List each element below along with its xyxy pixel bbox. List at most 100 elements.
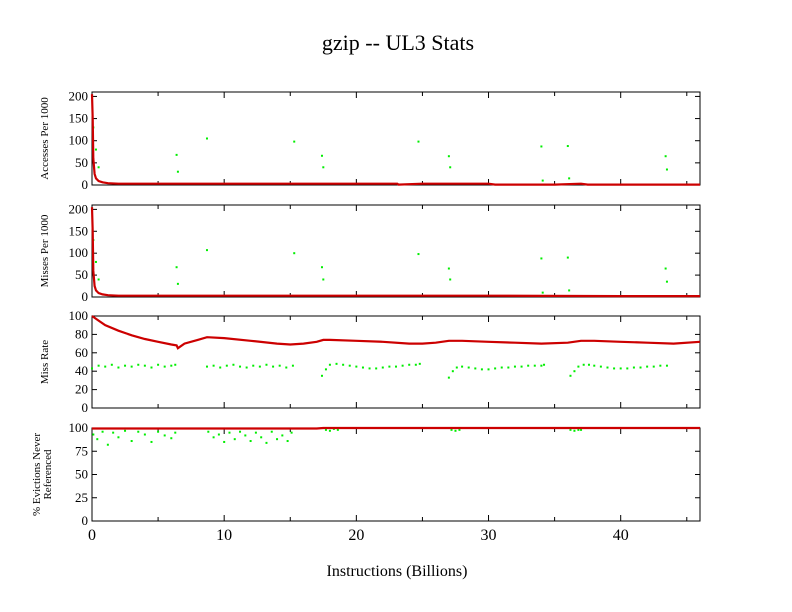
data-point [252, 364, 255, 367]
data-point [455, 366, 458, 369]
data-point [293, 252, 296, 255]
data-point [112, 431, 115, 434]
panel-1: 0 50 100 150 200 Accesses Per 1000 [39, 88, 701, 192]
data-point [205, 137, 208, 140]
data-point [381, 366, 384, 369]
data-point [632, 366, 635, 369]
data-point [97, 166, 100, 169]
data-point [163, 434, 166, 437]
data-point [324, 368, 327, 371]
data-point [541, 291, 544, 294]
data-point [322, 166, 325, 169]
panel-2: 0 50 100 150 200 Misses Per 1000 [39, 201, 701, 304]
data-point [568, 177, 571, 180]
data-point [92, 433, 95, 436]
y-tick-label: 25 [75, 490, 88, 505]
data-point [599, 365, 602, 368]
data-point [124, 429, 127, 432]
y-tick-label: 0 [82, 400, 89, 415]
data-point [447, 376, 450, 379]
data-point [104, 365, 107, 368]
data-point [417, 253, 420, 256]
data-point [137, 363, 140, 366]
x-axis-label: Instructions (Billions) [327, 563, 468, 580]
y-tick-label: 200 [69, 201, 89, 216]
data-point [239, 365, 242, 368]
series-line [91, 315, 701, 350]
data-point [124, 364, 127, 367]
data-point [401, 364, 404, 367]
x-tick-label: 30 [481, 527, 497, 544]
data-point [293, 140, 296, 143]
data-point [543, 363, 546, 366]
data-point [174, 431, 177, 434]
data-point [573, 370, 576, 373]
data-point [454, 429, 457, 432]
y-axis-label: Accesses Per 1000 [39, 97, 51, 180]
data-point [569, 374, 572, 377]
data-point [500, 366, 503, 369]
data-point [212, 436, 215, 439]
data-point [395, 365, 397, 368]
data-point [665, 280, 668, 283]
plot-frame [91, 427, 701, 522]
data-point [566, 145, 569, 148]
data-point [480, 368, 483, 371]
y-axis-label: Miss Rate [39, 340, 51, 384]
y-axis-label: % Evictions Never [31, 433, 43, 516]
x-tick-labels: 0 10 20 30 40 [88, 527, 629, 544]
data-point [368, 367, 371, 370]
data-point [176, 282, 179, 285]
data-point [580, 428, 583, 431]
data-point [265, 363, 268, 366]
data-point [217, 433, 220, 436]
data-point [270, 430, 273, 433]
data-point [157, 430, 160, 433]
data-point [458, 428, 461, 431]
data-point [249, 440, 252, 443]
data-point [566, 256, 569, 259]
data-point [117, 366, 120, 369]
data-point [290, 431, 293, 434]
data-point [106, 443, 109, 446]
data-point [533, 364, 536, 367]
data-point [646, 365, 649, 368]
panel-4: 0 25 50 75 100 % Evictions Never Referenced [31, 420, 701, 528]
data-point [96, 438, 99, 441]
data-point [286, 440, 289, 443]
data-point [568, 289, 571, 292]
data-point [336, 428, 339, 431]
data-point [265, 441, 268, 444]
data-point [577, 365, 580, 368]
y-tick-label: 50 [75, 155, 88, 170]
data-point [388, 365, 391, 368]
data-point [225, 364, 228, 367]
y-tick-label: 50 [75, 267, 88, 282]
data-point [278, 364, 281, 367]
data-point [163, 365, 166, 368]
data-point [582, 363, 585, 366]
data-point [281, 434, 284, 437]
x-tick-label: 20 [348, 527, 364, 544]
data-point [461, 365, 464, 368]
data-point [449, 166, 452, 169]
data-point [150, 440, 153, 443]
data-point [626, 367, 629, 370]
data-point [659, 364, 662, 367]
data-point [507, 366, 510, 369]
data-point [233, 438, 236, 441]
data-point [175, 153, 178, 156]
series-line [92, 426, 700, 430]
data-point [254, 431, 257, 434]
series-points [92, 126, 668, 182]
series-points [92, 427, 583, 446]
data-point [258, 365, 261, 368]
data-point [414, 363, 417, 366]
series-points [91, 362, 668, 379]
data-point [228, 431, 231, 434]
data-point [157, 363, 160, 366]
data-point [91, 367, 93, 370]
data-point [639, 366, 642, 369]
